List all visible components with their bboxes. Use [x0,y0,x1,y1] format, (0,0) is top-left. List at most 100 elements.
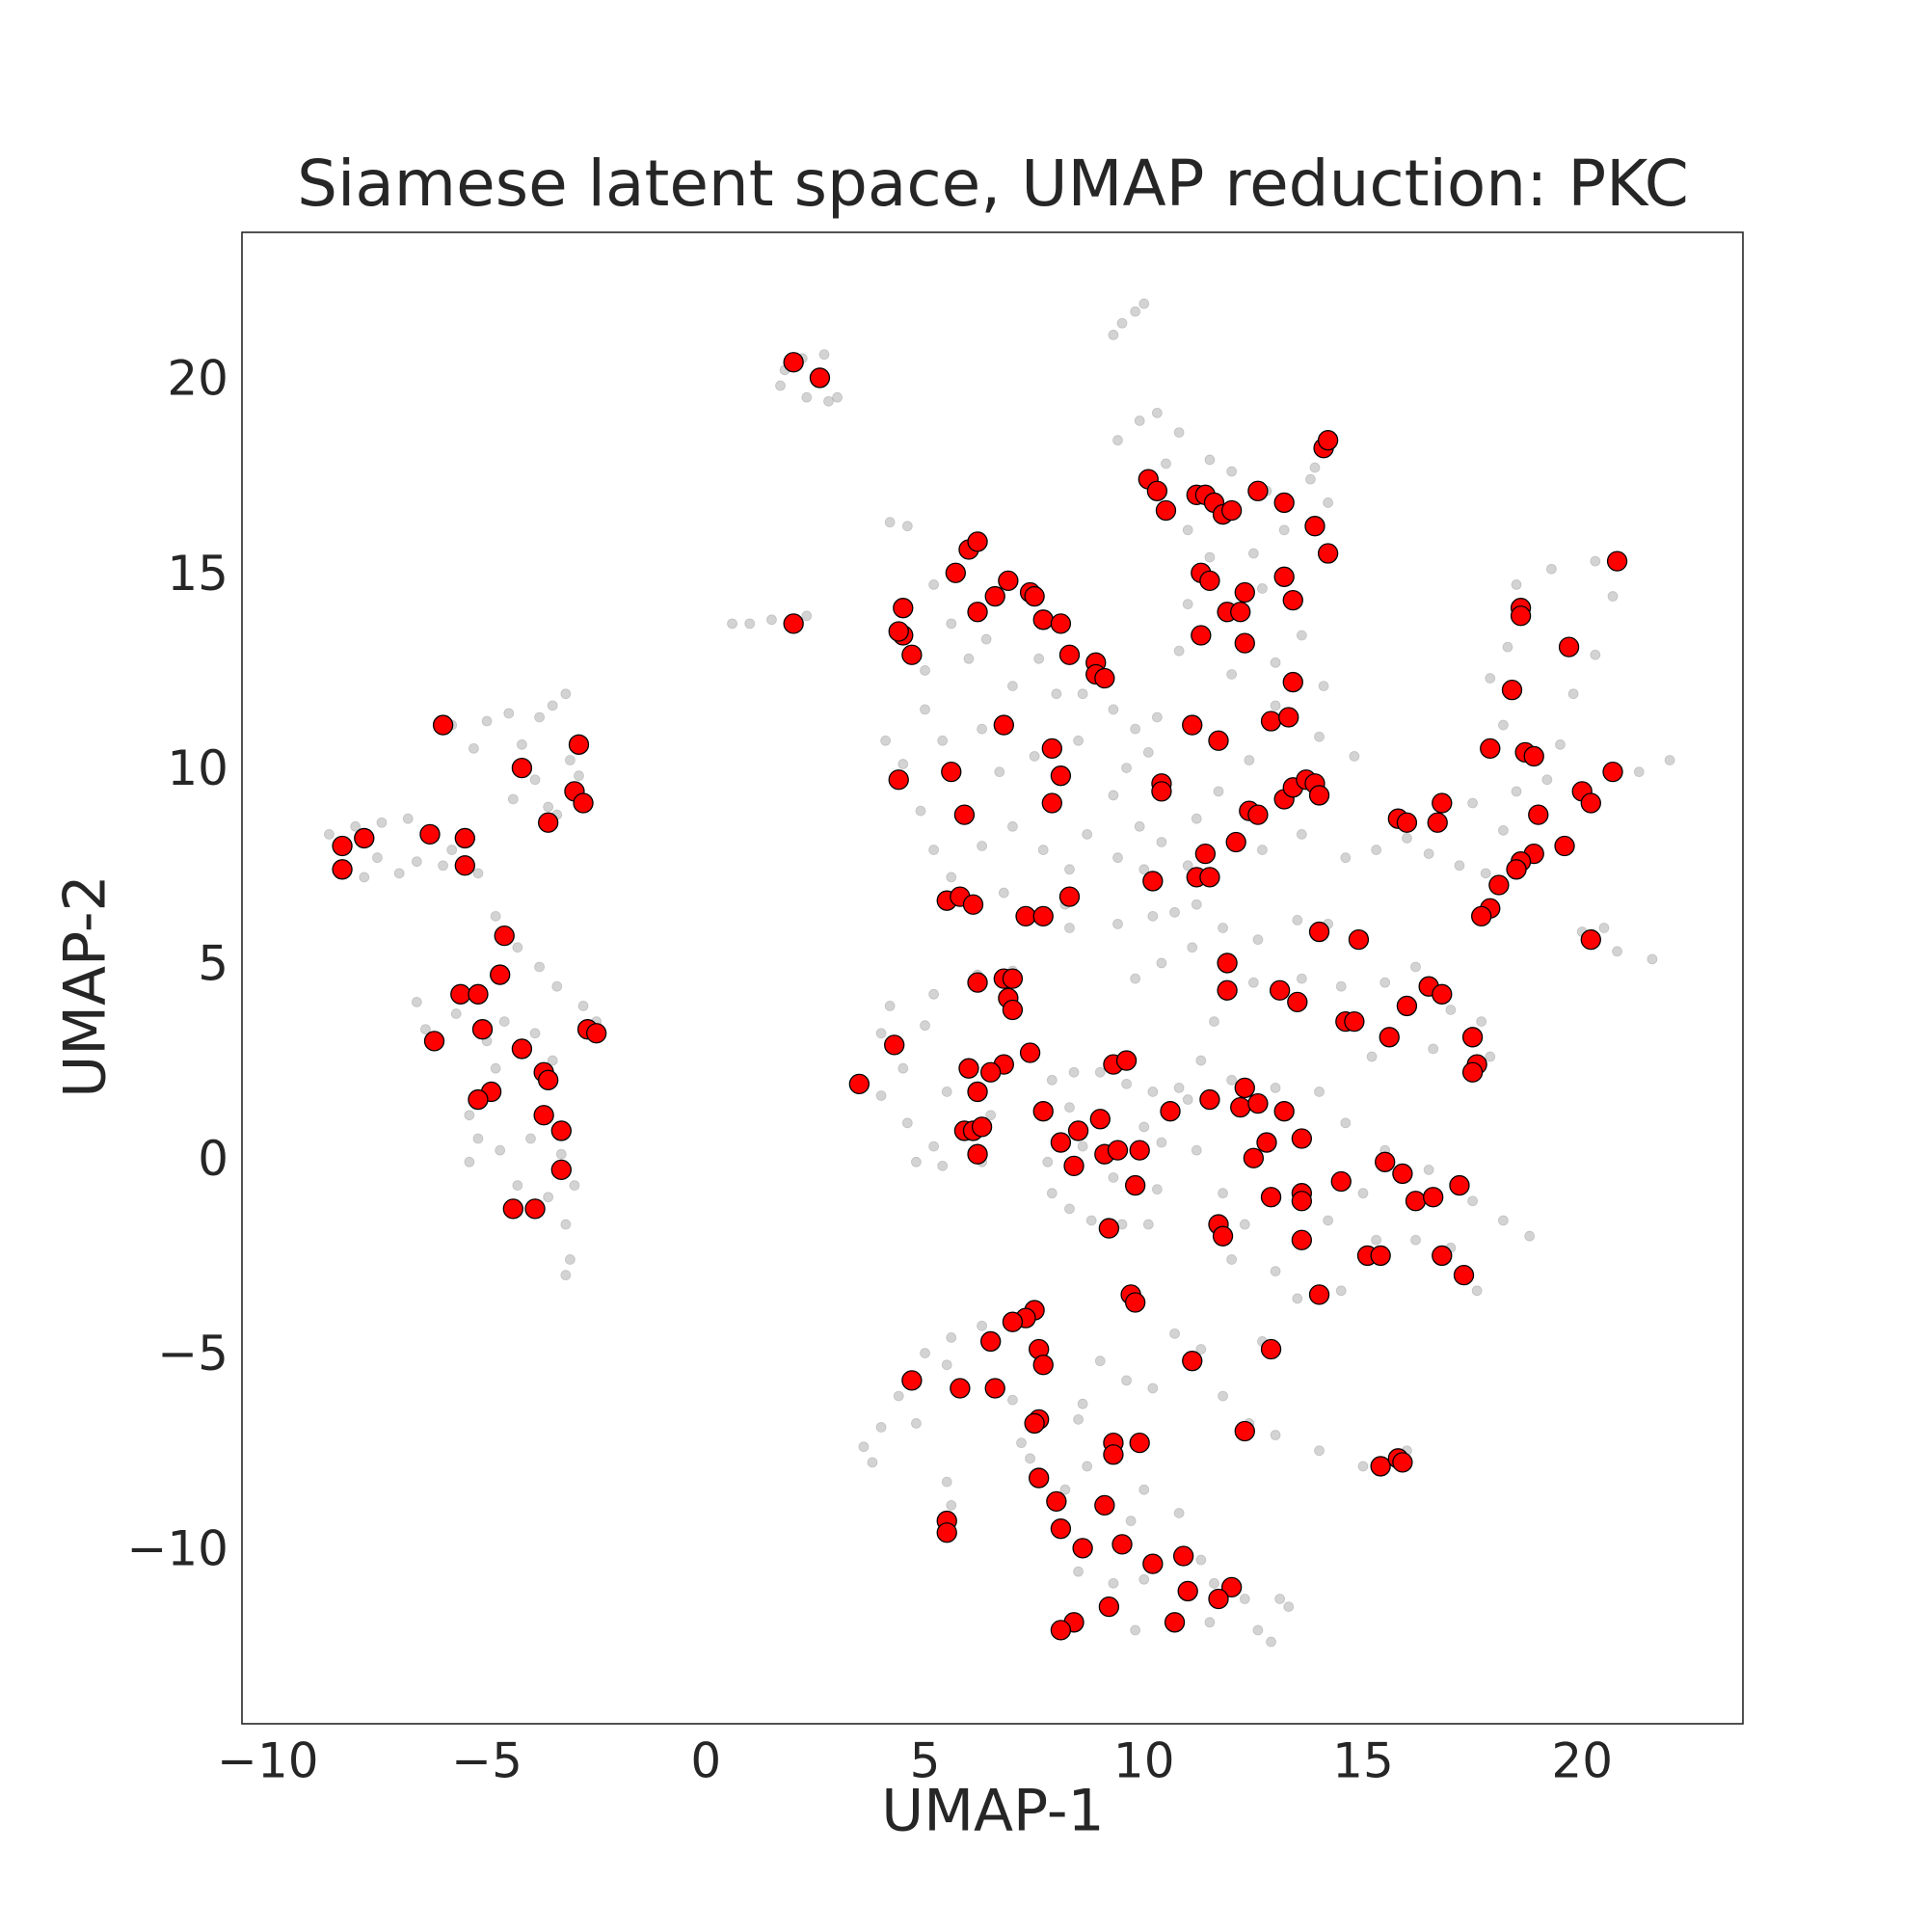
highlight-point [1058,644,1081,665]
point [1064,923,1075,933]
highlight-point [533,1105,554,1126]
highlight-point [1032,905,1054,927]
point [547,700,558,711]
point [977,1320,987,1331]
highlight-point [1142,1553,1164,1574]
point [1068,1066,1080,1078]
point [1244,755,1255,765]
point [963,653,975,664]
point [1173,427,1185,438]
point [1025,1453,1035,1464]
point [498,1016,510,1028]
point [1485,1051,1496,1062]
point [901,521,913,532]
point [560,688,572,700]
x-tick-label: 5 [910,1733,941,1789]
point [560,1219,572,1230]
point [1278,524,1290,536]
point [977,723,987,735]
highlight-point [1067,1120,1089,1141]
point [1541,774,1553,786]
highlight-point [1217,953,1238,974]
highlight-point [1344,1010,1365,1033]
point [858,1441,870,1453]
y-tick-label: 0 [198,1131,228,1187]
highlight-point [1129,1140,1150,1161]
highlight-point [1234,1077,1255,1099]
point [1156,957,1167,969]
highlight-point [1024,1412,1045,1435]
point [1445,1005,1457,1015]
highlight-point [1194,843,1217,865]
point [1121,1078,1132,1089]
point [1191,1144,1202,1156]
point [911,1156,922,1167]
highlight-point [1094,1494,1115,1516]
point [941,1476,952,1488]
highlight-point [1182,714,1203,736]
x-tick-label: −10 [217,1733,319,1789]
point [1498,1215,1509,1226]
highlight-point [1129,1432,1150,1454]
point [1151,407,1163,418]
highlight-point [1050,613,1072,634]
highlight-point [1234,632,1255,654]
point [1016,1437,1027,1449]
highlight-point [550,1159,572,1181]
point [411,996,422,1007]
highlight-point [888,621,909,642]
point [1296,630,1307,641]
highlight-point [1291,1191,1313,1212]
highlight-point [1155,499,1177,522]
point [564,755,576,765]
point [1173,1508,1185,1518]
point [1340,1117,1352,1129]
point [941,1087,952,1097]
highlight-point [1554,835,1575,857]
highlight-point [1220,499,1243,522]
point [1252,1624,1264,1636]
highlight-point [1453,1264,1475,1286]
highlight-point [1041,738,1062,760]
highlight-point [1392,1452,1413,1473]
point [1647,953,1658,965]
highlight-point [1225,831,1246,853]
plot-frame [241,231,1744,1725]
point [1485,673,1496,684]
point [1318,681,1329,692]
point [823,395,834,407]
point [1042,1156,1054,1167]
point [1226,1254,1238,1265]
highlight-point [980,1061,1002,1083]
point [543,801,554,813]
point [1502,641,1513,653]
highlight-point [971,1116,993,1138]
point [1314,731,1325,742]
point [1147,910,1159,922]
highlight-point [1172,1545,1194,1567]
point [1270,657,1281,668]
point [915,805,926,817]
point [438,860,448,872]
highlight-point [901,644,923,665]
point [928,845,940,855]
point [1257,845,1268,855]
point [324,828,335,840]
plot-points [324,298,1675,1648]
point [875,1422,887,1433]
highlight-point [1348,928,1370,951]
point [1195,1554,1207,1566]
highlight-point [1002,968,1024,989]
point [1182,599,1193,610]
point [1108,1577,1119,1589]
point [1423,848,1434,860]
highlight-point [454,827,475,849]
point [393,868,405,879]
point [1156,837,1167,847]
highlight-point [1330,1170,1352,1193]
point [472,1133,484,1144]
point [1664,755,1675,765]
highlight-point [1151,781,1172,802]
highlight-point [1199,570,1220,592]
